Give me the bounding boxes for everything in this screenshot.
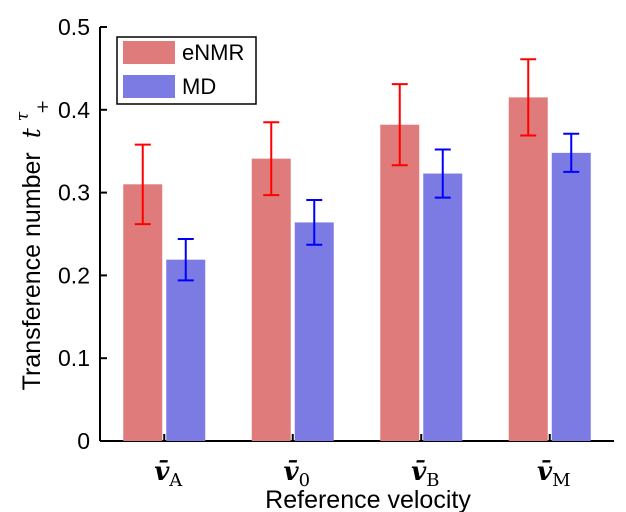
- bar-md: [294, 222, 334, 441]
- x-tick-label: v̄B: [411, 457, 439, 491]
- y-tick-label: 0.4: [58, 97, 90, 123]
- legend: eNMR MD: [116, 36, 257, 105]
- error-bar-enmr: [263, 121, 280, 197]
- x-tick-symbol: v̄: [283, 457, 299, 487]
- bar-enmr: [123, 184, 163, 441]
- error-bar-md: [306, 199, 323, 246]
- bars: [123, 97, 591, 442]
- x-tick-subscript: M: [552, 470, 570, 491]
- y-axis-title: Transference number t τ +: [6, 100, 53, 391]
- bar-enmr: [508, 97, 548, 441]
- x-tick-subscript: 0: [299, 470, 310, 491]
- legend-swatch-md: [123, 75, 175, 98]
- bar-md: [551, 152, 591, 441]
- bar-enmr: [251, 158, 291, 442]
- y-axis-symbol: t: [17, 127, 46, 138]
- bar-enmr: [380, 124, 420, 441]
- legend-label-enmr: eNMR: [182, 40, 244, 65]
- error-bar-enmr: [134, 143, 151, 226]
- x-tick-symbol: v̄: [154, 457, 170, 487]
- error-bars: [134, 58, 580, 282]
- x-tick-subscript: B: [426, 470, 439, 491]
- y-axis-title-text: Transference number: [18, 152, 46, 390]
- y-tick-label: 0.2: [58, 262, 90, 288]
- y-tick-label: 0.3: [58, 180, 90, 206]
- error-bar-md: [434, 148, 451, 199]
- x-tick-label: v̄0: [283, 457, 310, 491]
- x-tick-subscript: A: [168, 470, 183, 491]
- y-tick-label: 0: [77, 428, 90, 454]
- bar-md: [166, 259, 206, 441]
- x-axis-title: Reference velocity: [265, 486, 471, 512]
- y-tick-label: 0.5: [58, 14, 90, 40]
- x-tick-label: v̄M: [537, 457, 571, 491]
- error-bar-md: [563, 132, 580, 173]
- svg-text:Transference number t: Transference number t τ +: [6, 100, 53, 391]
- y-axis-symbol-sub: +: [33, 100, 53, 114]
- x-tick-symbol: v̄: [411, 457, 427, 487]
- x-tick-label: v̄A: [154, 457, 183, 491]
- error-bar-md: [177, 237, 194, 282]
- y-tick-label: 0.1: [58, 345, 90, 371]
- y-axis-symbol-sup: τ: [13, 111, 33, 121]
- error-bar-enmr: [391, 83, 408, 167]
- bar-md: [423, 173, 463, 441]
- error-bar-enmr: [520, 58, 537, 137]
- tick-labels: 00.10.20.30.40.5v̄A v̄0 v̄B v̄M: [58, 14, 571, 491]
- legend-swatch-enmr: [123, 41, 175, 64]
- x-tick-symbol: v̄: [537, 457, 553, 487]
- legend-label-md: MD: [182, 74, 216, 99]
